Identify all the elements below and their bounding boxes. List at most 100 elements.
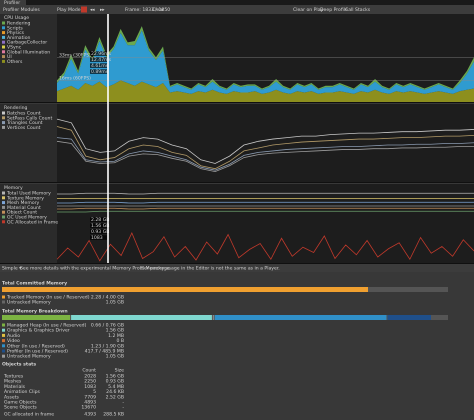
modules: CPU UsageRenderingScriptsPhysicsAnimatio… [0,14,474,264]
legend-label[interactable]: SetPass Calls Count [7,115,52,121]
legend-label[interactable]: Rendering [7,21,31,27]
row-value: 1.56 GB [106,328,124,334]
stacked-area [57,80,474,102]
legend-label[interactable]: Global Illumination [7,49,50,55]
row-label: Untracked Memory [7,300,51,306]
legend-swatch [2,45,5,49]
stat-count: 5 [93,389,96,395]
stat-size: - [122,406,124,411]
section-title: Total Committed Memory [2,281,67,287]
breakdown-segment [2,315,71,320]
legend-label[interactable]: GC Used Memory [7,215,47,221]
modules-dropdown[interactable]: Profiler Modules [3,7,40,13]
legend-label[interactable]: Material Count [7,205,41,211]
toolbar [0,5,474,14]
module-title[interactable]: Rendering [4,105,28,111]
legend-swatch [2,344,5,348]
row-value: 1.05 GB [106,300,124,306]
legend-label[interactable]: Scripts [7,25,23,31]
committed-bar [2,287,368,292]
column-header: Count [82,368,96,374]
stat-size: 288.5 KB [103,412,124,418]
legend-label[interactable]: VSync [7,45,22,51]
row-value: 1.23 / 1.90 GB [91,343,124,349]
stat-count: 1083 [84,384,96,390]
row-label: Graphics & Graphics Driver [7,328,70,334]
legend-swatch [2,339,5,343]
tab-title: Profiler [4,0,20,6]
legend-swatch [2,210,5,214]
legend-label[interactable]: UI [7,54,12,60]
module-title[interactable]: Memory [4,185,23,191]
series-line [56,140,474,173]
selection-label-bg [90,223,107,228]
legend-swatch [2,354,5,358]
section-title: Total Memory Breakdown [2,309,68,315]
selection-label: 0.89ms [91,69,109,75]
breakdown-segment [71,315,212,320]
details: Simple ▾See more details with the experi… [0,264,474,418]
warning: ⚠ Memory usage in the Editor is not the … [140,266,280,272]
selection-label-bg [90,235,107,240]
stat-size: 5.4 MB [108,384,124,390]
legend-label[interactable]: Texture Memory [6,195,44,201]
legend-label[interactable]: Batches Count [7,111,41,117]
legend-label[interactable]: GC Allocated in Frame [7,219,58,225]
module-title[interactable]: CPU Usage [4,15,29,21]
row-label: Audio [7,333,20,339]
selection-label-bg [90,217,107,222]
module-legend-bg [0,104,57,182]
selection-label: 0.93 GB [91,229,109,235]
selection-label: 2.28 GB [91,217,109,223]
series-line [57,207,474,210]
legend-swatch [2,191,5,195]
stat-count: 2250 [84,379,96,385]
series-line [56,137,474,171]
module-graph-bg [57,184,474,263]
prev-frame[interactable]: ◂◂ [90,8,95,13]
module-legend-bg [0,14,57,102]
clear-button[interactable]: Clear [152,7,164,13]
record-button[interactable] [81,6,87,13]
deep-profile[interactable]: Deep Profile [320,7,348,13]
legend-swatch [2,21,5,25]
selection-label-bg [90,57,107,62]
stat-size: - [122,401,124,406]
stat-name: Scene Objects [4,405,37,411]
legend-label[interactable]: Object Count [7,210,37,216]
stat-count: 4893 [84,400,96,406]
legend-swatch [2,59,5,63]
view-dropdown[interactable]: Simple ▾ [2,266,22,272]
selection-label: 12.47ms [91,57,112,63]
legend-swatch [2,220,5,224]
series-line [57,210,474,213]
stat-size: 1.56 GB [106,374,124,380]
legend-label[interactable]: Physics [7,30,25,36]
stat-count: 13670 [81,405,96,411]
stat-count: 7709 [84,394,96,400]
legend-label[interactable]: Vertices Count [7,125,41,131]
next-frame[interactable]: ▸▸ [100,8,105,13]
row-label: Profiler (In use / Reserved) [7,349,68,355]
row-value: 0 B [116,338,124,344]
legend-swatch [2,295,5,299]
clear-on-play[interactable]: Clear on Play [293,7,324,13]
row-value: 2.28 / 4.00 GB [91,295,124,301]
legend-label[interactable]: Total Used Memory [6,191,51,197]
legend-label[interactable]: Mesh Memory [7,200,40,206]
legend-label[interactable]: Animation [7,35,31,41]
series-line [56,118,474,164]
legend-label[interactable]: Others [7,59,23,65]
legend-label[interactable]: GarbageCollector [7,40,47,46]
tab[interactable] [0,0,26,5]
legend-label[interactable]: Triangles Count [6,120,43,126]
stat-name: Materials [4,384,26,390]
call-stacks[interactable]: Call Stacks [345,7,371,13]
series-line [57,201,474,204]
row-value: 1.05 GB [106,354,124,360]
mode-dropdown[interactable]: Play Mode [57,7,81,13]
stat-name: Meshes [4,379,22,385]
legend-swatch [2,55,5,59]
row-value: 417.7 / 485.9 MB [85,349,124,355]
